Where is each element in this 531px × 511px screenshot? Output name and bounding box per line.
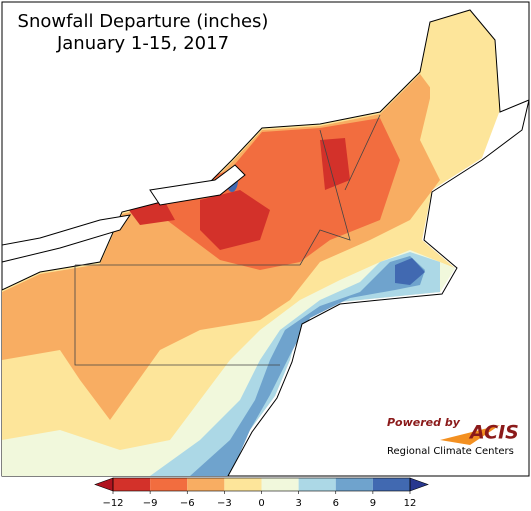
logo-name: ACIS	[468, 422, 519, 444]
colorbar-tick-label: −3	[217, 498, 232, 509]
colorbar-tick-label: −12	[102, 498, 123, 509]
lake-erie	[1, 214, 132, 263]
colorbar-tick-label: 3	[295, 498, 301, 509]
colorbar-band	[298, 478, 336, 491]
region	[430, 22, 495, 140]
canada	[1, 1, 530, 291]
logo: Powered by ACIS Regional Climate Centers	[387, 416, 519, 457]
lake-ontario	[149, 164, 246, 206]
logo-org: Regional Climate Centers	[387, 446, 514, 457]
state-borders	[74, 114, 381, 366]
colorbar-tick-label: 0	[258, 498, 264, 509]
colorbar-extend-low	[94, 477, 114, 492]
colorbar: −12 −9 −6 −3 0 3 6 9 12	[94, 477, 429, 509]
colorbar-tick-label: −6	[180, 498, 195, 509]
map-title: Snowfall Departure (inches)	[18, 11, 269, 32]
logo-tagline: Powered by	[387, 416, 461, 429]
logo-swoosh	[440, 425, 500, 445]
region	[200, 190, 270, 250]
region	[320, 138, 350, 190]
region	[190, 256, 425, 476]
colorbar-band	[187, 478, 225, 491]
colorbar-tick-label: 12	[404, 498, 417, 509]
map	[1, 1, 530, 477]
colorbar-band	[113, 478, 151, 491]
map-subtitle: January 1-15, 2017	[56, 33, 229, 54]
region	[395, 258, 425, 285]
colorbar-band	[224, 478, 262, 491]
colorbar-band	[372, 478, 410, 491]
colorbar-tick-label: 6	[333, 498, 339, 509]
colorbar-tick-label: −9	[143, 498, 158, 509]
region	[150, 252, 440, 476]
region	[2, 250, 455, 476]
ocean	[227, 99, 530, 477]
colorbar-band	[335, 478, 373, 491]
colorbar-band	[261, 478, 299, 491]
colorbar-extend-high	[409, 477, 429, 492]
colorbar-tick-label: 9	[370, 498, 376, 509]
colorbar-band	[150, 478, 188, 491]
